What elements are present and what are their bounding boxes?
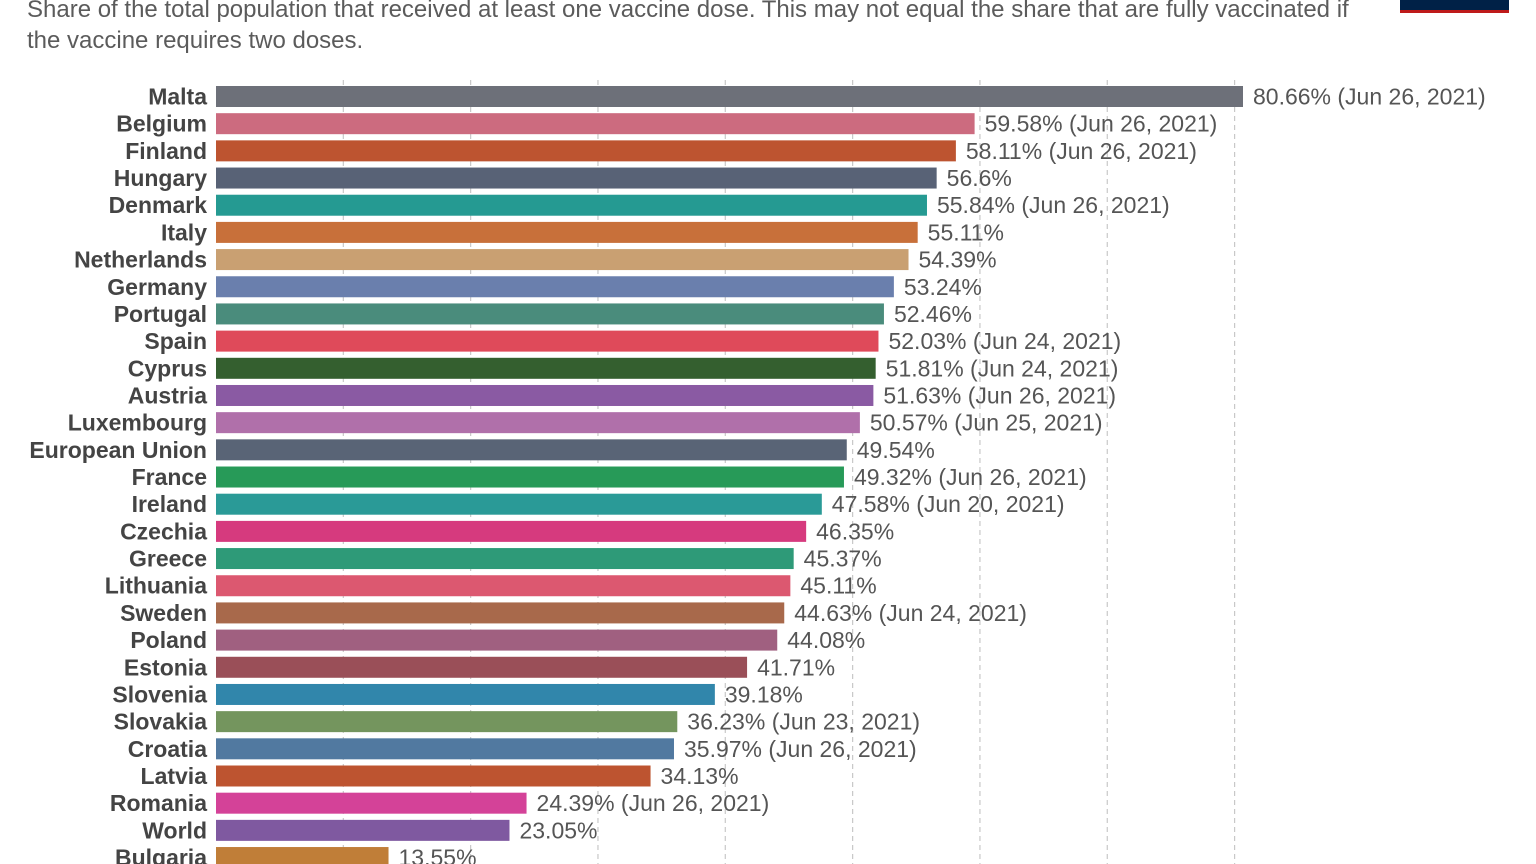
bar-sweden[interactable] — [216, 602, 785, 624]
value-label-sweden: 44.63% (Jun 24, 2021) — [794, 600, 1027, 626]
bar-hungary[interactable] — [216, 167, 937, 189]
category-label-poland: Poland — [130, 627, 207, 653]
value-label-netherlands: 54.39% — [919, 247, 997, 273]
category-label-lithuania: Lithuania — [105, 573, 207, 599]
value-label-france: 49.32% (Jun 26, 2021) — [854, 464, 1087, 490]
chart-subtitle: Share of the total population that recei… — [27, 0, 1349, 54]
category-label-european-union: European Union — [29, 437, 207, 463]
bar-portugal[interactable] — [216, 303, 884, 325]
our-world-in-data-logo — [1400, 0, 1509, 13]
value-label-slovakia: 36.23% (Jun 23, 2021) — [687, 709, 920, 735]
category-label-romania: Romania — [110, 790, 207, 816]
category-label-italy: Italy — [161, 219, 207, 245]
bar-italy[interactable] — [216, 221, 918, 243]
category-label-malta: Malta — [148, 84, 207, 110]
category-label-portugal: Portugal — [114, 301, 207, 327]
bar-lithuania[interactable] — [216, 575, 791, 597]
bar-romania[interactable] — [216, 792, 527, 814]
bar-cyprus[interactable] — [216, 357, 876, 379]
bar-netherlands[interactable] — [216, 249, 909, 271]
value-label-italy: 55.11% — [928, 219, 1004, 245]
category-label-spain: Spain — [144, 328, 207, 354]
value-label-latvia: 34.13% — [661, 763, 739, 789]
category-label-latvia: Latvia — [141, 763, 208, 789]
value-label-european-union: 49.54% — [857, 437, 935, 463]
value-label-hungary: 56.6% — [947, 165, 1012, 191]
value-label-portugal: 52.46% — [894, 301, 972, 327]
value-label-austria: 51.63% (Jun 26, 2021) — [883, 382, 1116, 408]
value-label-spain: 52.03% (Jun 24, 2021) — [888, 328, 1121, 354]
bar-bulgaria[interactable] — [216, 847, 389, 864]
bar-france[interactable] — [216, 466, 844, 488]
bar-denmark[interactable] — [216, 194, 927, 216]
bar-estonia[interactable] — [216, 656, 748, 678]
value-label-malta: 80.66% (Jun 26, 2021) — [1253, 84, 1486, 110]
value-label-bulgaria: 13.55% — [399, 845, 477, 864]
bar-world[interactable] — [216, 819, 510, 841]
value-label-ireland: 47.58% (Jun 20, 2021) — [832, 491, 1065, 517]
category-label-austria: Austria — [128, 382, 207, 408]
category-label-germany: Germany — [107, 274, 207, 300]
category-label-croatia: Croatia — [128, 736, 207, 762]
bar-slovakia[interactable] — [216, 711, 678, 733]
category-label-slovenia: Slovenia — [112, 681, 207, 707]
category-label-ireland: Ireland — [132, 491, 207, 517]
bar-czechia[interactable] — [216, 520, 807, 542]
category-label-luxembourg: Luxembourg — [68, 410, 207, 436]
bar-slovenia[interactable] — [216, 683, 715, 705]
bar-germany[interactable] — [216, 276, 894, 298]
bar-croatia[interactable] — [216, 738, 674, 760]
value-label-lithuania: 45.11% — [800, 573, 876, 599]
value-label-romania: 24.39% (Jun 26, 2021) — [537, 790, 770, 816]
bar-european-union[interactable] — [216, 439, 847, 461]
value-label-cyprus: 51.81% (Jun 24, 2021) — [886, 355, 1119, 381]
category-label-czechia: Czechia — [120, 518, 207, 544]
category-label-world: World — [142, 817, 207, 843]
value-label-poland: 44.08% — [787, 627, 865, 653]
bar-malta[interactable] — [216, 86, 1243, 107]
value-label-denmark: 55.84% (Jun 26, 2021) — [937, 192, 1170, 218]
value-label-greece: 45.37% — [804, 546, 882, 572]
value-label-luxembourg: 50.57% (Jun 25, 2021) — [870, 410, 1103, 436]
bar-belgium[interactable] — [216, 113, 975, 135]
value-label-finland: 58.11% (Jun 26, 2021) — [966, 138, 1197, 164]
category-label-finland: Finland — [125, 138, 207, 164]
category-label-belgium: Belgium — [116, 111, 207, 137]
category-label-netherlands: Netherlands — [74, 247, 207, 273]
value-label-czechia: 46.35% — [816, 518, 894, 544]
bar-finland[interactable] — [216, 140, 956, 162]
value-label-germany: 53.24% — [904, 274, 982, 300]
category-label-bulgaria: Bulgaria — [115, 845, 207, 864]
bar-austria[interactable] — [216, 384, 874, 406]
value-label-croatia: 35.97% (Jun 26, 2021) — [684, 736, 917, 762]
value-label-slovenia: 39.18% — [725, 681, 803, 707]
bar-poland[interactable] — [216, 629, 778, 651]
category-label-sweden: Sweden — [120, 600, 207, 626]
value-label-world: 23.05% — [519, 817, 597, 843]
category-label-cyprus: Cyprus — [128, 355, 207, 381]
category-label-estonia: Estonia — [124, 654, 207, 680]
value-label-belgium: 59.58% (Jun 26, 2021) — [985, 111, 1218, 137]
bar-greece[interactable] — [216, 548, 794, 570]
bar-spain[interactable] — [216, 330, 879, 352]
category-label-denmark: Denmark — [109, 192, 208, 218]
value-label-estonia: 41.71% — [757, 654, 835, 680]
bar-latvia[interactable] — [216, 765, 651, 787]
category-label-france: France — [132, 464, 207, 490]
bar-ireland[interactable] — [216, 493, 822, 515]
bars: Malta 80.66% (Jun 26, 2021) Belgium 59.58% … — [29, 84, 1486, 864]
bar-luxembourg[interactable] — [216, 412, 860, 434]
category-label-slovakia: Slovakia — [114, 709, 208, 735]
category-label-hungary: Hungary — [114, 165, 208, 191]
category-label-greece: Greece — [129, 546, 207, 572]
